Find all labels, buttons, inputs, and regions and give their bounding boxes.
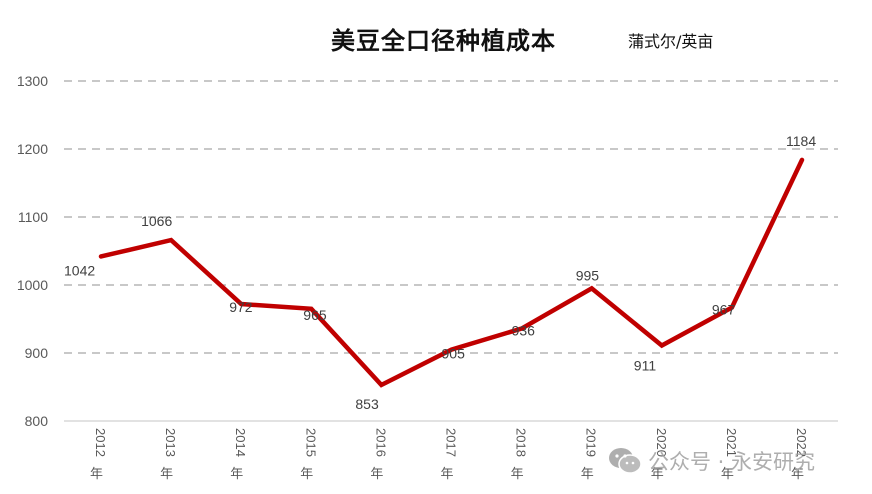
watermark: 公众号 · 永安研究 [608,446,815,476]
svg-text:2014: 2014 [233,428,248,457]
data-series [98,157,805,388]
data-label: 936 [512,323,536,339]
x-tick-label: 2021 [724,428,739,457]
data-label: 967 [712,301,736,317]
svg-text:2015: 2015 [303,428,318,457]
y-tick-label: 1100 [18,209,48,225]
x-tick-label: 2013 [163,428,178,457]
y-tick-label: 800 [25,413,49,429]
svg-text:2018: 2018 [514,428,529,457]
data-label: 1066 [141,213,172,229]
x-tick-suffix: 年 [721,467,734,482]
data-label: 1184 [786,133,816,149]
y-tick-label: 900 [25,345,49,361]
x-tick-suffix: 年 [370,467,383,482]
svg-text:2022: 2022 [794,428,809,457]
x-tick-label: 2014 [233,428,248,457]
data-label: 911 [634,358,657,374]
x-tick-suffix: 年 [651,467,664,482]
x-tick-suffix: 年 [230,467,243,482]
y-tick-label: 1000 [17,277,48,293]
y-tick-label: 1300 [17,73,48,89]
x-tick-suffix: 年 [90,467,103,482]
chart-title: 美豆全口径种植成本 [331,27,556,55]
x-tick-label: 2012 [93,428,108,457]
data-label: 853 [355,396,379,412]
x-tick-label: 2017 [444,428,459,457]
svg-text:2017: 2017 [444,428,459,457]
svg-text:2019: 2019 [584,428,599,457]
chart-unit-label: 蒲式尔/英亩 [628,32,714,51]
x-tick-label: 2020 [654,428,669,457]
gridlines [64,80,838,422]
x-tick-suffix: 年 [511,467,524,482]
x-tick-suffix: 年 [300,467,313,482]
x-tick-label: 2019 [584,428,599,457]
data-labels: 1042 1066 972 965 853 905 936 995 911 967 1184 [64,133,816,412]
data-label: 972 [229,299,253,315]
svg-text:2020: 2020 [654,428,669,457]
x-tick-label: 2022 [794,428,809,457]
svg-text:2013: 2013 [163,428,178,457]
wechat-icon [609,448,642,474]
data-label: 995 [576,267,600,283]
x-tick-label: 2018 [514,428,529,457]
data-label: 905 [442,346,466,362]
svg-text:2016: 2016 [373,428,388,457]
x-tick-suffix: 年 [441,467,454,482]
x-tick-label: 2016 [373,428,388,457]
y-axis: 800 900 1000 1100 1200 1300 [17,73,48,429]
svg-text:2012: 2012 [93,428,108,457]
y-tick-label: 1200 [17,141,48,157]
svg-text:2021: 2021 [724,428,739,457]
series-line [98,157,805,388]
x-axis: 2012 年 2013 年 2014 年 2015 年 2016 年 2017 年 2018 年 2019 年… [90,428,809,482]
x-tick-suffix: 年 [791,467,804,482]
watermark-text: 公众号 · 永安研究 [648,450,816,474]
x-tick-label: 2015 [303,428,318,457]
data-label: 1042 [64,262,95,278]
data-label: 965 [303,307,327,323]
x-tick-suffix: 年 [160,467,173,482]
x-tick-suffix: 年 [581,467,594,482]
